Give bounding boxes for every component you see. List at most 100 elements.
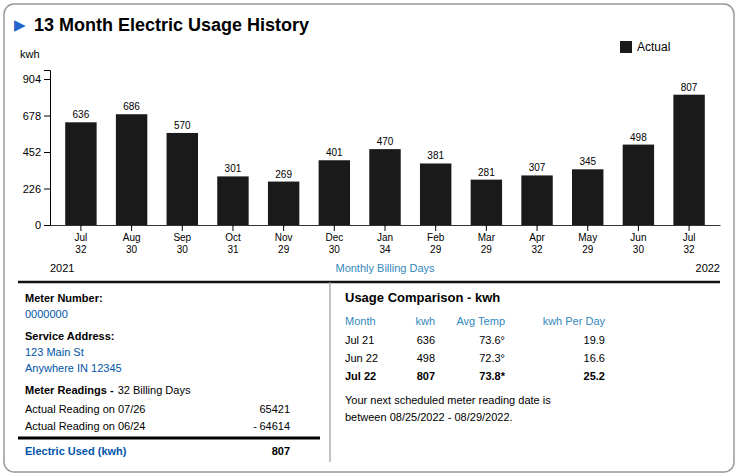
x-tick-mark bbox=[435, 225, 436, 231]
bar bbox=[420, 163, 451, 225]
x-tick-label: Jan34 bbox=[377, 232, 393, 255]
bar bbox=[319, 160, 350, 225]
table-cell: 73.8* bbox=[479, 370, 505, 382]
y-tick-label: 226 bbox=[23, 183, 41, 195]
x-tick: Aug30 bbox=[123, 225, 141, 255]
x-tick-label: Aug30 bbox=[123, 232, 141, 255]
y-tick-label: 452 bbox=[23, 146, 41, 158]
table: Usage Comparison - kwhMonthkwhAvg Tempkw… bbox=[345, 290, 605, 382]
bars bbox=[65, 95, 705, 225]
x-tick-label: Dec30 bbox=[325, 232, 343, 255]
x-tick-label: May29 bbox=[578, 232, 597, 255]
y-tick-mark bbox=[44, 189, 50, 190]
x-axis-label: Monthly Billing Days bbox=[335, 262, 435, 274]
x-tick: Apr32 bbox=[529, 225, 545, 255]
annotation: 32 Billing Days bbox=[118, 384, 191, 396]
annotation: - bbox=[253, 420, 257, 432]
data-label: 636 bbox=[73, 109, 90, 120]
data-label: 345 bbox=[579, 156, 596, 167]
title-marker: ▶ bbox=[14, 16, 26, 33]
table-header: kwh bbox=[415, 315, 435, 327]
bar bbox=[167, 133, 198, 225]
x-tick: Sep30 bbox=[173, 225, 191, 255]
x-tick-label: Sep30 bbox=[173, 232, 191, 255]
legend-swatch bbox=[620, 41, 632, 53]
y-tick-mark bbox=[44, 225, 50, 226]
data-label: 686 bbox=[123, 101, 140, 112]
annotation: 0000000 bbox=[25, 308, 68, 320]
x-tick-label: Apr32 bbox=[529, 232, 545, 255]
annotation: Actual Reading on 07/26 bbox=[25, 403, 145, 415]
x-tick-label: Jul32 bbox=[683, 232, 696, 255]
annotations: 20212022Meter Number:0000000Service Addr… bbox=[25, 262, 720, 457]
x-tick-mark bbox=[283, 225, 284, 231]
bar bbox=[521, 175, 552, 225]
border bbox=[4, 4, 734, 472]
x-tick-label: Jul32 bbox=[75, 232, 88, 255]
x-tick-mark bbox=[638, 225, 639, 231]
data-labels: 636686570301269401470381281307345498807 bbox=[73, 82, 698, 180]
x-axis: Jul32Aug30Sep30Oct31Nov29Dec30Jan34Feb29… bbox=[51, 225, 721, 255]
annotation: 2022 bbox=[696, 262, 720, 274]
x-tick-mark bbox=[131, 225, 132, 231]
table-title: Usage Comparison - kwh bbox=[345, 290, 500, 305]
x-tick-mark bbox=[587, 225, 588, 231]
y-tick: 678 bbox=[23, 110, 50, 122]
bar bbox=[471, 180, 502, 225]
table-cell: 16.6 bbox=[584, 352, 605, 364]
separator bbox=[329, 282, 330, 462]
data-label: 307 bbox=[529, 162, 546, 173]
x-tick: May29 bbox=[578, 225, 597, 255]
chart: ▶ 13 Month Electric Usage History kwh Actua… bbox=[0, 0, 738, 476]
table-cell: Jul 22 bbox=[345, 370, 376, 382]
annotation: Anywhere IN 12345 bbox=[25, 362, 122, 374]
x-tick-mark bbox=[334, 225, 335, 231]
annotation: 807 bbox=[272, 445, 290, 457]
table-cell: 25.2 bbox=[584, 370, 605, 382]
bar bbox=[369, 149, 400, 225]
annotation: Your next scheduled meter reading date i… bbox=[345, 394, 551, 423]
y-tick-mark bbox=[44, 116, 50, 117]
x-tick-mark bbox=[689, 225, 690, 231]
table-cell: 72.3° bbox=[479, 352, 505, 364]
annotation: 65421 bbox=[259, 403, 290, 415]
table-cell: 498 bbox=[417, 352, 435, 364]
x-tick-mark bbox=[486, 225, 487, 231]
x-tick-mark bbox=[385, 225, 386, 231]
x-tick-label: Feb29 bbox=[427, 232, 445, 255]
annotation: 123 Main St bbox=[25, 346, 84, 358]
table-header: Month bbox=[345, 315, 376, 327]
data-label: 301 bbox=[225, 163, 242, 174]
bar bbox=[572, 169, 603, 225]
y-tick: 904 bbox=[23, 73, 50, 85]
table-cell: 19.9 bbox=[584, 334, 605, 346]
y-axis: 0 226 452 678 904 bbox=[23, 71, 51, 232]
y-tick-label: 0 bbox=[35, 219, 41, 231]
data-label: 498 bbox=[630, 132, 647, 143]
x-tick-mark bbox=[182, 225, 183, 231]
data-label: 401 bbox=[326, 147, 343, 158]
annotation: Actual Reading on 06/24 bbox=[25, 420, 145, 432]
separator bbox=[18, 281, 720, 284]
legend-label: Actual bbox=[637, 40, 670, 54]
bar bbox=[65, 122, 96, 225]
annotation: 2021 bbox=[50, 262, 74, 274]
y-tick: 452 bbox=[23, 146, 50, 158]
x-tick-label: Oct31 bbox=[225, 232, 241, 255]
x-tick: Mar29 bbox=[478, 225, 496, 255]
table-cell: 73.6° bbox=[479, 334, 505, 346]
table-header: kwh Per Day bbox=[543, 315, 606, 327]
table-cell: 636 bbox=[417, 334, 435, 346]
data-label: 381 bbox=[427, 150, 444, 161]
y-axis-label: kwh bbox=[20, 48, 40, 60]
x-tick-mark bbox=[232, 225, 233, 231]
table-cell: Jul 21 bbox=[345, 334, 374, 346]
data-label: 470 bbox=[377, 136, 394, 147]
y-tick-label: 904 bbox=[23, 73, 41, 85]
annotation: Meter Number: bbox=[25, 292, 103, 304]
bar bbox=[673, 95, 704, 225]
table-cell: Jun 22 bbox=[345, 352, 378, 364]
y-tick-mark bbox=[44, 152, 50, 153]
title: 13 Month Electric Usage History bbox=[34, 15, 309, 35]
x-tick: Dec30 bbox=[325, 225, 343, 255]
